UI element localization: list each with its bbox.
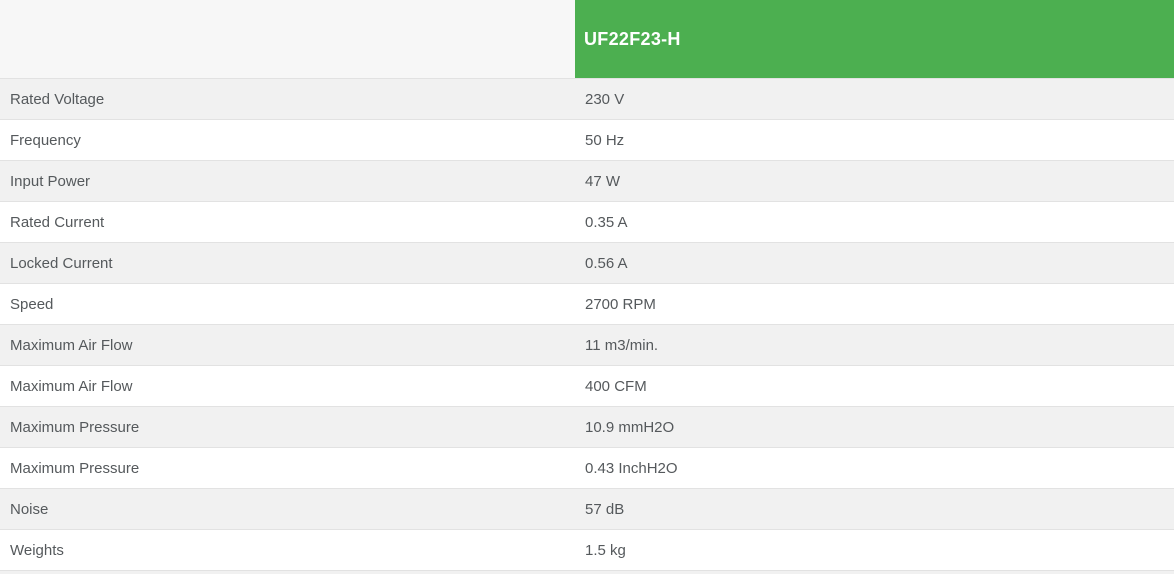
table-row: Locked Current 0.56 A <box>0 242 1174 283</box>
spec-label: Maximum Air Flow <box>10 336 133 354</box>
spec-label: Input Power <box>10 172 91 190</box>
spec-value: 57 dB <box>585 500 625 518</box>
spec-value: 230 V <box>585 90 625 108</box>
spec-value: 1.5 kg <box>585 541 626 559</box>
table-row: Frequency 50 Hz <box>0 119 1174 160</box>
spec-label: Weights <box>10 541 64 559</box>
table-row: Rated Current 0.35 A <box>0 201 1174 242</box>
table-row: Speed 2700 RPM <box>0 283 1174 324</box>
spec-label: Rated Current <box>10 213 105 231</box>
table-row: Noise 57 dB <box>0 488 1174 529</box>
table-row: Input Power 47 W <box>0 160 1174 201</box>
spec-value: 0.56 A <box>585 254 628 272</box>
table-row: Maximum Pressure 0.43 InchH2O <box>0 447 1174 488</box>
spec-label: Rated Voltage <box>10 90 105 108</box>
spec-label: Noise <box>10 500 49 518</box>
table-row: Maximum Pressure 10.9 mmH2O <box>0 406 1174 447</box>
spec-value: 50 Hz <box>585 131 625 149</box>
header-empty-cell <box>0 0 575 78</box>
spec-label: Locked Current <box>10 254 113 272</box>
spec-label: Maximum Pressure <box>10 459 140 477</box>
spec-label: Maximum Pressure <box>10 418 140 436</box>
spec-value: 0.35 A <box>585 213 628 231</box>
spec-value: 2700 RPM <box>585 295 656 313</box>
spec-value: 10.9 mmH2O <box>585 418 675 436</box>
model-header-cell: UF22F23-H <box>575 0 1174 78</box>
spec-label: Frequency <box>10 131 81 149</box>
spec-label: Speed <box>10 295 54 313</box>
spec-label: Maximum Air Flow <box>10 377 133 395</box>
table-row: Maximum Air Flow 11 m3/min. <box>0 324 1174 365</box>
table-row: Weights 1.5 kg <box>0 529 1174 570</box>
table-row: Maximum Air Flow 400 CFM <box>0 365 1174 406</box>
spec-value: 11 m3/min. <box>585 336 659 354</box>
spec-value: 0.43 InchH2O <box>585 459 678 477</box>
table-row: Rated Voltage 230 V <box>0 78 1174 119</box>
spec-value: 400 CFM <box>585 377 647 395</box>
spec-value: 47 W <box>585 172 621 190</box>
model-name: UF22F23-H <box>584 28 681 49</box>
table-header: UF22F23-H <box>0 0 1174 78</box>
table-bottom-strip <box>0 570 1174 574</box>
